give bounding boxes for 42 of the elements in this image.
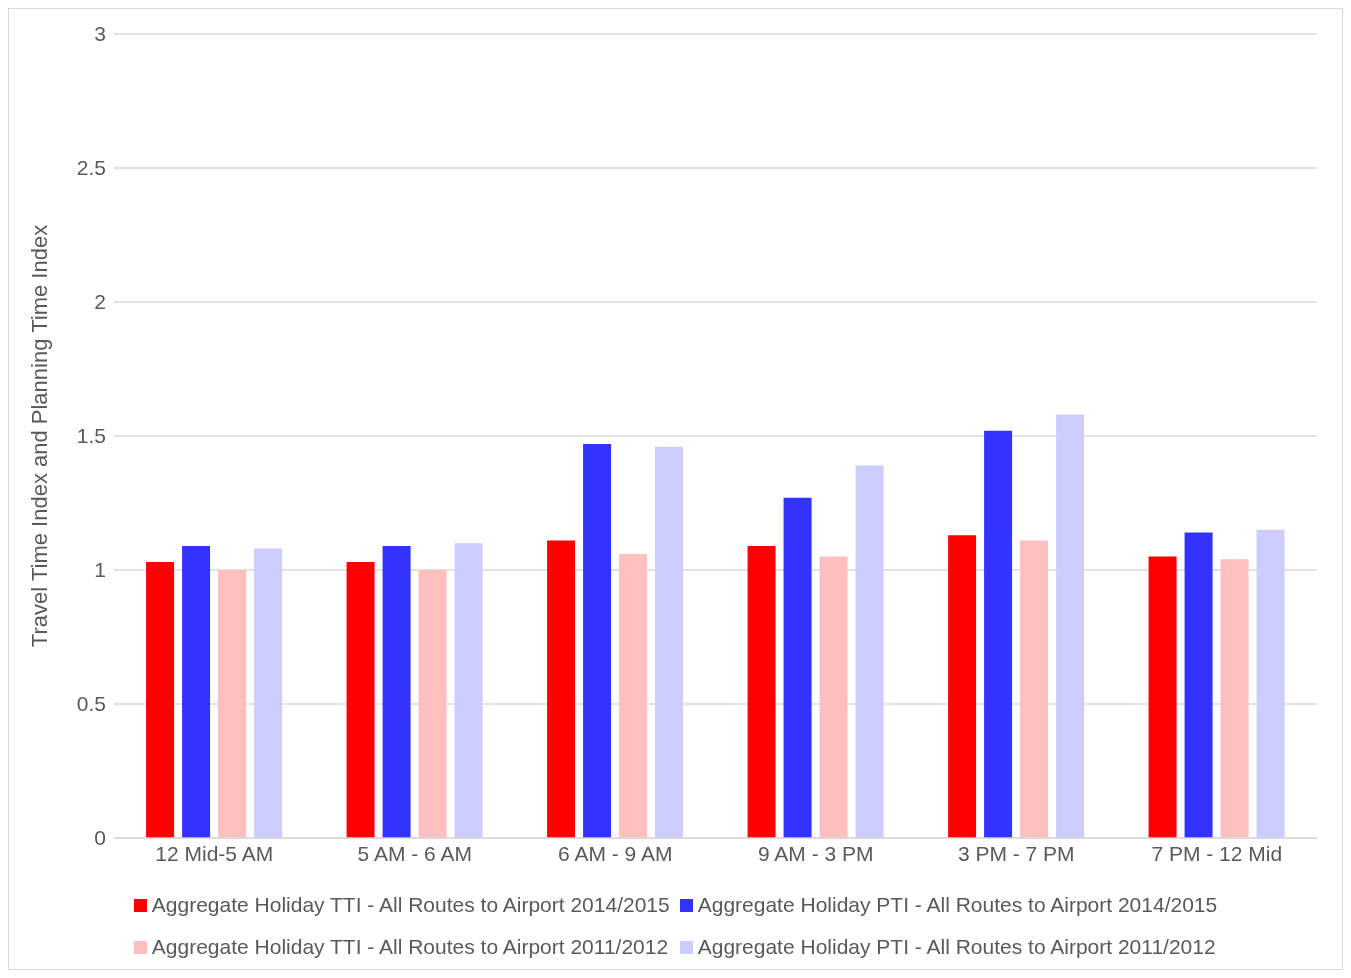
y-tick-label: 1.5 xyxy=(76,424,106,448)
bar xyxy=(346,561,375,838)
y-tick-label: 2.5 xyxy=(76,156,106,180)
bar xyxy=(1020,540,1049,838)
x-tick-label: 5 AM - 6 AM xyxy=(357,841,472,865)
y-axis-title: Travel Time Index and Planning Time Index xyxy=(26,224,52,648)
bar xyxy=(254,548,283,838)
y-tick-label: 0.5 xyxy=(76,692,106,716)
x-tick-label: 7 PM - 12 Mid xyxy=(1151,841,1283,865)
x-tick-label: 6 AM - 9 AM xyxy=(558,841,673,865)
y-tick-label: 1 xyxy=(94,558,106,582)
legend-label: Aggregate Holiday TTI - All Routes to Airport 2014/2015 xyxy=(150,893,670,917)
bar xyxy=(146,561,175,838)
bar xyxy=(182,545,211,838)
bar xyxy=(1220,559,1249,838)
legend-label: Aggregate Holiday TTI - All Routes to Airport 2011/2012 xyxy=(150,935,670,959)
bar xyxy=(855,465,884,838)
bar xyxy=(819,556,848,838)
bar xyxy=(1148,556,1177,838)
bar xyxy=(1184,532,1213,838)
bar xyxy=(583,444,612,838)
bar xyxy=(218,570,247,838)
y-tick-label: 2 xyxy=(94,290,106,314)
bar xyxy=(655,446,684,838)
legend-label: Aggregate Holiday PTI - All Routes to Airport 2014/2015 xyxy=(696,893,1218,917)
y-tick-label: 3 xyxy=(94,22,106,46)
bar xyxy=(1256,529,1285,838)
legend-label: Aggregate Holiday PTI - All Routes to Airport 2011/2012 xyxy=(696,935,1217,959)
bar xyxy=(418,570,447,838)
x-tick-label: 9 AM - 3 PM xyxy=(757,841,874,865)
bar xyxy=(382,545,411,838)
y-tick-label: 0 xyxy=(94,826,106,850)
bar xyxy=(747,545,776,838)
bar xyxy=(454,543,483,838)
bar xyxy=(984,430,1013,838)
x-tick-label: 3 PM - 7 PM xyxy=(957,841,1075,865)
x-tick-label: 12 Mid-5 AM xyxy=(155,841,274,865)
bar xyxy=(948,535,977,838)
bar xyxy=(783,497,812,838)
bar xyxy=(547,540,576,838)
bar xyxy=(619,553,648,838)
bar xyxy=(1056,414,1085,838)
